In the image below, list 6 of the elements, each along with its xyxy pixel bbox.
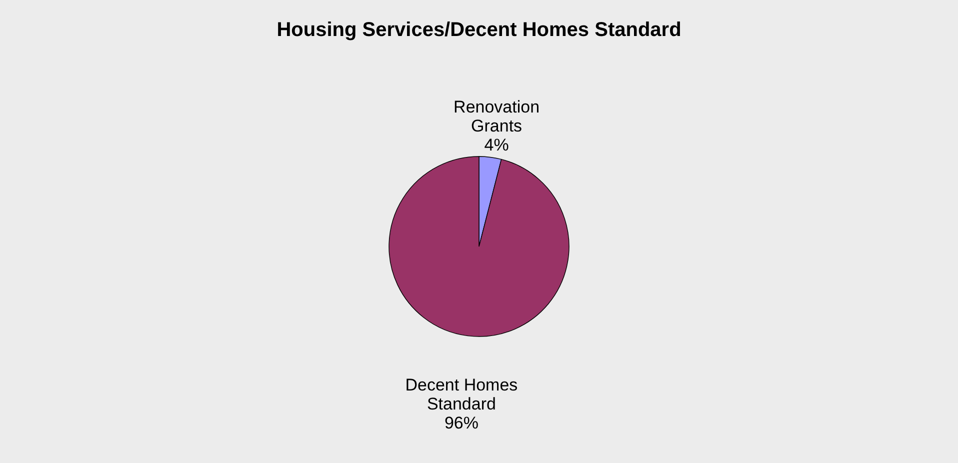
chart-title: Housing Services/Decent Homes Standard [276,19,682,41]
data-label: 4% [484,136,509,155]
slice-label: Decent Homes Standard [405,375,518,414]
data-label: 96% [444,413,478,432]
pie-slice [388,156,570,337]
slice-label: Renovation Grants [454,98,540,136]
